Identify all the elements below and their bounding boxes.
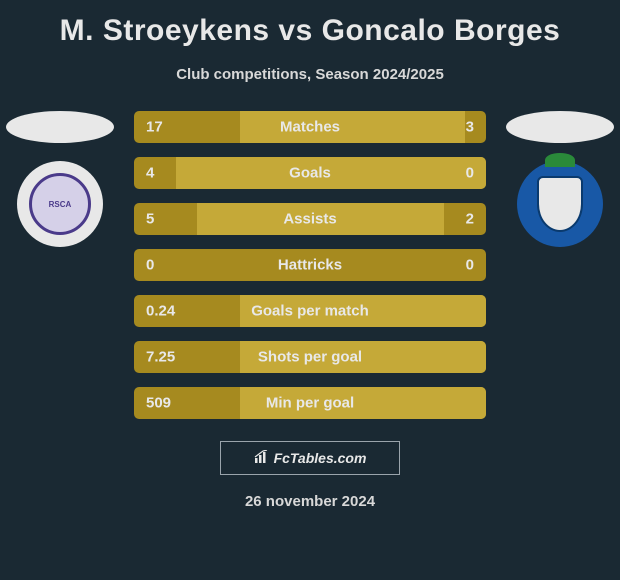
stat-left-value: 0.24 bbox=[146, 303, 175, 320]
club-badge-right bbox=[517, 161, 603, 247]
stat-left-value: 17 bbox=[146, 119, 163, 136]
stat-row: 17 3 Matches bbox=[134, 111, 486, 143]
stat-label: Goals per match bbox=[251, 303, 369, 320]
stat-left-value: 0 bbox=[146, 257, 154, 274]
player-right-avatar bbox=[506, 111, 614, 143]
stat-label: Hattricks bbox=[278, 257, 342, 274]
stat-row: 7.25 Shots per goal bbox=[134, 341, 486, 373]
stat-label: Goals bbox=[289, 165, 331, 182]
stat-row: 5 2 Assists bbox=[134, 203, 486, 235]
comparison-content: RSCA 17 3 Matches 4 0 Goals 5 2 Assists 0 0 Hattric… bbox=[0, 111, 620, 419]
porto-crest-icon bbox=[537, 176, 583, 232]
stat-label: Assists bbox=[283, 211, 336, 228]
stat-row: 0 0 Hattricks bbox=[134, 249, 486, 281]
stat-right-value: 2 bbox=[466, 211, 474, 228]
brand-box: FcTables.com bbox=[220, 441, 400, 475]
chart-icon bbox=[254, 450, 270, 467]
stat-right-value: 0 bbox=[466, 257, 474, 274]
anderlecht-crest-icon: RSCA bbox=[29, 173, 91, 235]
stat-left-value: 509 bbox=[146, 395, 171, 412]
player-left-avatar bbox=[6, 111, 114, 143]
player-right-column bbox=[500, 111, 620, 247]
page-title: M. Stroeykens vs Goncalo Borges bbox=[0, 0, 620, 48]
stat-bar-highlight bbox=[240, 111, 465, 143]
subtitle: Club competitions, Season 2024/2025 bbox=[0, 66, 620, 83]
stat-bar-highlight bbox=[176, 157, 486, 189]
stat-label: Shots per goal bbox=[258, 349, 362, 366]
player-left-column: RSCA bbox=[0, 111, 120, 247]
porto-dragon-icon bbox=[545, 153, 575, 167]
club-badge-left: RSCA bbox=[17, 161, 103, 247]
stat-row: 0.24 Goals per match bbox=[134, 295, 486, 327]
date-text: 26 november 2024 bbox=[0, 493, 620, 510]
stat-row: 509 Min per goal bbox=[134, 387, 486, 419]
stat-left-value: 5 bbox=[146, 211, 154, 228]
stat-label: Matches bbox=[280, 119, 340, 136]
stat-row: 4 0 Goals bbox=[134, 157, 486, 189]
brand-text: FcTables.com bbox=[274, 450, 367, 466]
stat-label: Min per goal bbox=[266, 395, 354, 412]
stat-right-value: 3 bbox=[466, 119, 474, 136]
stat-bars-container: 17 3 Matches 4 0 Goals 5 2 Assists 0 0 Hattricks 0.2… bbox=[134, 111, 486, 419]
stat-left-value: 7.25 bbox=[146, 349, 175, 366]
stat-right-value: 0 bbox=[466, 165, 474, 182]
stat-left-value: 4 bbox=[146, 165, 154, 182]
